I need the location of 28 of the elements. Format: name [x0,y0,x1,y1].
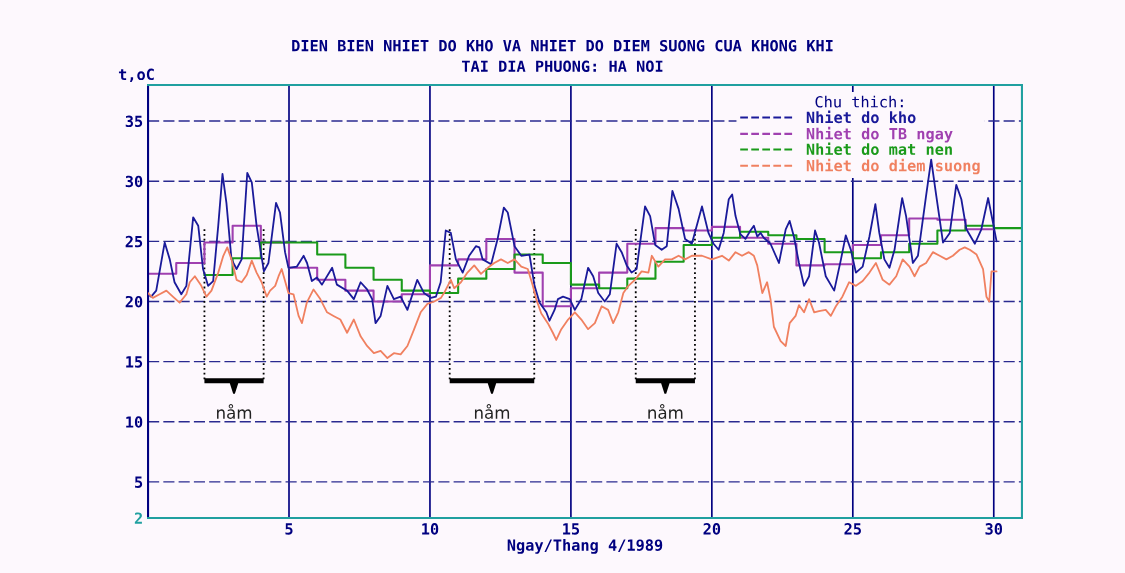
annotation: nåm [474,404,510,419]
y-tick-label: 35 [125,115,143,128]
x-tick-label: 25 [844,523,861,535]
line-series [148,246,998,359]
legend-label: Nhiet do mat nen [806,142,952,156]
y-tick-label: 30 [125,175,143,188]
x-tick-label: 15 [563,523,580,535]
legend-label: Nhiet do kho [806,110,916,124]
y-tick-label: 25 [125,235,143,248]
line-series [148,158,998,325]
annotation: nåm [648,404,683,419]
x-tick-label: 5 [285,523,293,535]
y-tick-label: 10 [126,416,143,428]
x-tick-label: 10 [422,523,439,535]
annotation: nåm [217,404,252,419]
x-axis-title: Ngay/Thang 4/1989 [507,539,663,554]
x-tick-label: 30 [985,523,1003,535]
legend-title: Chu thich: [815,95,903,108]
legend-label: Nhiet do TB ngay [806,126,953,143]
y-tick-label: 15 [126,356,143,368]
chart-title: DIEN BIEN NHIET DO KHO VA NHIET DO DIEM SUONG CUA KHONG KHI [292,39,833,52]
x-tick-label: 20 [703,523,721,535]
y-tick-label: 2 [134,512,142,524]
y-axis-title: t,oC [118,68,154,83]
legend-label: Nhiet do diem suong [806,158,980,175]
y-tick-label: 20 [125,295,143,308]
y-tick-label: 5 [135,476,143,488]
chart-subtitle: TAI DIA PHUONG: HA NOI [462,60,663,72]
